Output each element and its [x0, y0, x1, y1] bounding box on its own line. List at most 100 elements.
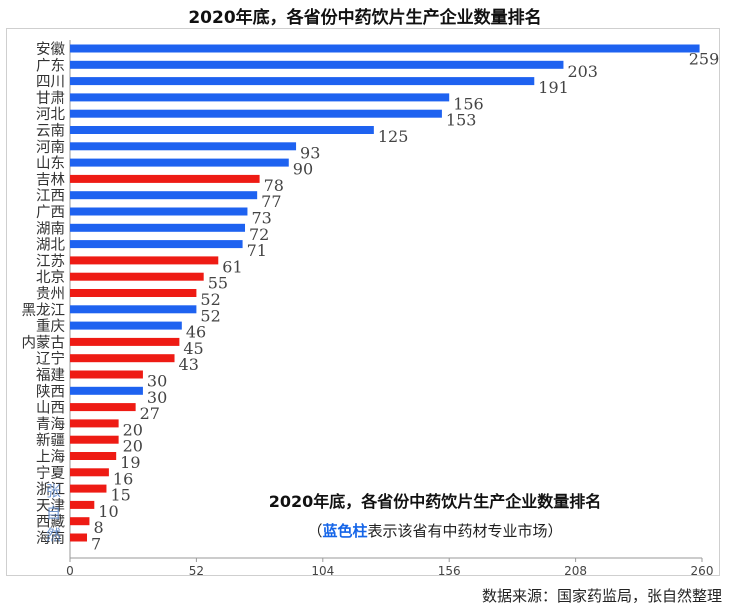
category-label: 天津 — [36, 497, 65, 514]
bar — [70, 435, 119, 444]
bar — [70, 533, 88, 542]
bar — [70, 256, 219, 265]
bar — [70, 289, 197, 297]
category-label: 辽宁 — [36, 351, 65, 368]
bar — [70, 174, 260, 183]
category-label: 湖南 — [36, 220, 65, 237]
chart-title: 2020年底，各省份中药饮片生产企业数量排名 — [188, 8, 542, 28]
watermark-char: 张 — [46, 482, 62, 500]
bar — [70, 403, 136, 412]
watermark-char: 自 — [46, 504, 62, 522]
category-label: 江西 — [36, 188, 65, 205]
value-label: 153 — [446, 111, 477, 130]
category-label: 上海 — [36, 449, 65, 466]
bar — [70, 305, 197, 314]
value-label: 30 — [147, 372, 167, 391]
value-label: 27 — [140, 404, 160, 423]
category-label: 贵州 — [36, 286, 65, 303]
category-label: 福建 — [36, 367, 65, 384]
category-label: 新疆 — [36, 432, 65, 449]
legend-note: （蓝色柱表示该省有中药材专业市场） — [180, 520, 690, 541]
plot-frame — [6, 28, 720, 576]
category-label: 西藏 — [36, 514, 65, 531]
category-label: 云南 — [36, 123, 65, 140]
category-label: 四川 — [36, 75, 65, 91]
value-label: 10 — [98, 502, 118, 521]
bar — [70, 60, 564, 69]
category-label: 海南 — [36, 530, 65, 547]
value-label: 61 — [222, 257, 242, 276]
legend-note-rest: 表示该省有中药材专业市场） — [367, 522, 563, 540]
bar — [70, 44, 700, 53]
category-label: 甘肃 — [36, 90, 65, 107]
legend-note-highlight: 蓝色柱 — [322, 522, 368, 540]
value-label: 46 — [186, 323, 206, 342]
bar — [70, 500, 95, 509]
value-label: 73 — [251, 209, 271, 228]
category-label: 重庆 — [36, 318, 65, 335]
bar — [70, 354, 175, 363]
bar — [70, 468, 109, 477]
category-label: 内蒙古 — [22, 334, 66, 351]
bar — [70, 452, 117, 460]
bar — [70, 158, 289, 167]
x-tick-label: 0 — [66, 564, 74, 578]
category-label: 河北 — [36, 106, 65, 123]
source-note: 数据来源：国家药监局，张自然整理 — [481, 587, 722, 605]
value-label: 90 — [293, 160, 313, 179]
category-label: 江苏 — [36, 253, 65, 270]
value-label: 43 — [179, 355, 199, 374]
bar — [70, 386, 143, 395]
value-label: 203 — [567, 62, 598, 81]
bar — [70, 321, 182, 330]
watermark-char: 然 — [46, 526, 62, 544]
category-label: 浙江 — [36, 481, 65, 498]
bar — [70, 93, 450, 102]
bar — [70, 484, 107, 493]
value-label: 52 — [200, 306, 220, 325]
value-label: 16 — [113, 469, 133, 488]
bar — [70, 517, 90, 526]
overlay-title: 2020年底，各省份中药饮片生产企业数量排名 — [268, 492, 602, 511]
value-label: 7 — [91, 535, 101, 554]
x-tick-label: 156 — [438, 564, 461, 578]
value-label: 19 — [120, 453, 140, 472]
category-label: 北京 — [36, 269, 65, 286]
value-label: 78 — [264, 176, 284, 195]
watermark: 张自然 — [46, 480, 68, 546]
value-label: 30 — [147, 388, 167, 407]
value-label: 259 — [689, 50, 720, 69]
category-label: 青海 — [36, 416, 65, 433]
value-label: 55 — [208, 274, 228, 293]
bar — [70, 223, 246, 232]
category-label: 湖北 — [36, 237, 65, 254]
value-label: 20 — [123, 420, 143, 439]
x-tick-label: 260 — [691, 564, 714, 578]
category-label: 山东 — [36, 155, 65, 172]
bar — [70, 370, 143, 379]
value-label: 8 — [93, 518, 103, 537]
value-label: 20 — [123, 437, 143, 456]
value-label: 125 — [378, 127, 409, 146]
value-label: 45 — [183, 339, 203, 358]
category-label: 山西 — [36, 400, 65, 417]
value-label: 15 — [110, 486, 130, 505]
category-label: 吉林 — [36, 171, 65, 188]
bar — [70, 191, 258, 200]
x-tick-label: 208 — [564, 564, 587, 578]
category-label: 河南 — [36, 139, 65, 156]
bar — [70, 109, 442, 118]
category-label: 宁夏 — [36, 465, 65, 482]
bar — [70, 77, 535, 86]
category-label: 广西 — [36, 204, 65, 221]
category-label: 黑龙江 — [22, 302, 66, 319]
category-label: 广东 — [36, 57, 65, 74]
x-tick-label: 104 — [311, 564, 334, 578]
bar — [70, 240, 243, 249]
value-label: 156 — [453, 94, 484, 113]
bar — [70, 126, 374, 134]
bar — [70, 337, 180, 346]
x-tick-label: 52 — [189, 564, 204, 578]
value-label: 77 — [261, 192, 281, 211]
